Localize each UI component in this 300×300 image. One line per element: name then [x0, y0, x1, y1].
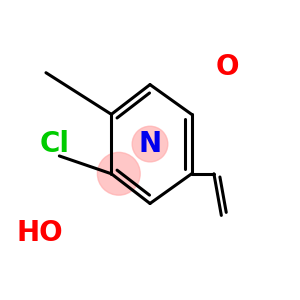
- Circle shape: [98, 152, 140, 195]
- Text: N: N: [138, 130, 162, 158]
- Text: Cl: Cl: [40, 130, 70, 158]
- Text: HO: HO: [17, 219, 63, 247]
- Text: O: O: [215, 53, 239, 81]
- Circle shape: [132, 126, 168, 162]
